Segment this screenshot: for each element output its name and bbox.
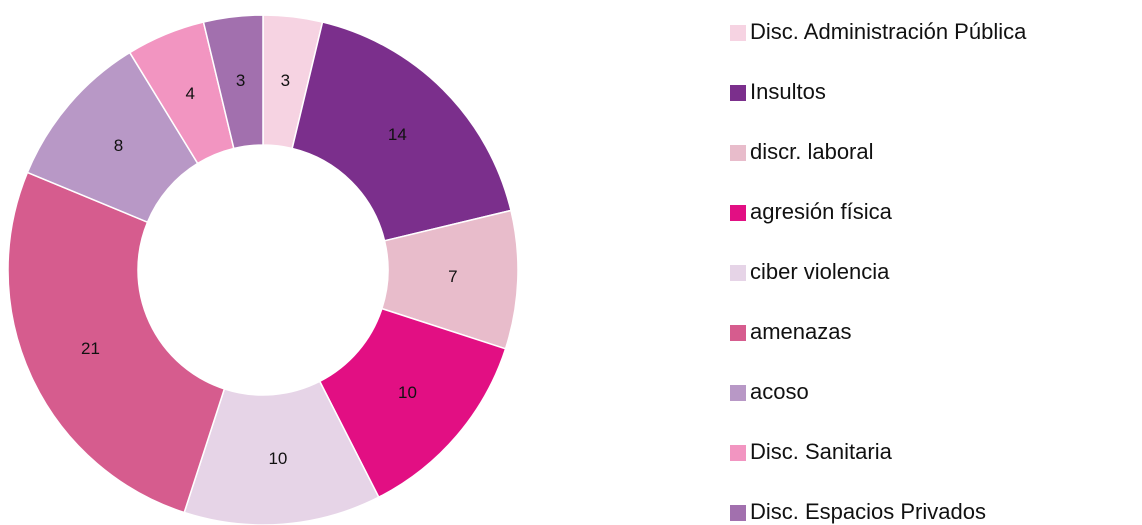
slice	[202, 14, 264, 150]
legend-swatch	[730, 385, 746, 401]
legend-swatch	[730, 145, 746, 161]
slice	[318, 307, 507, 499]
data-label: 14	[388, 125, 407, 144]
legend-label: agresión física	[750, 199, 893, 224]
data-label: 21	[81, 339, 100, 358]
data-label: 3	[281, 71, 290, 90]
slice	[7, 171, 226, 514]
data-label: 10	[268, 449, 287, 468]
legend-label: acoso	[750, 379, 809, 404]
legend-label: Disc. Sanitaria	[750, 439, 893, 464]
legend-swatch	[730, 445, 746, 461]
slice	[183, 380, 380, 525]
legend-label: Insultos	[750, 79, 826, 104]
legend-swatch	[730, 25, 746, 41]
legend-swatch	[730, 505, 746, 521]
data-label: 3	[236, 71, 245, 90]
legend-swatch	[730, 265, 746, 281]
legend-label: Disc. Administración Pública	[750, 19, 1027, 44]
data-label: 7	[448, 267, 457, 286]
legend-swatch	[730, 85, 746, 101]
legend-label: Disc. Espacios Privados	[750, 499, 986, 524]
legend-swatch	[730, 205, 746, 221]
legend-label: discr. laboral	[750, 139, 874, 164]
legend-swatch	[730, 325, 746, 341]
data-label: 4	[186, 84, 195, 103]
slice	[291, 21, 512, 242]
legend-label: ciber violencia	[750, 259, 890, 284]
data-label: 8	[114, 136, 123, 155]
legend-label: amenazas	[750, 319, 852, 344]
data-label: 10	[398, 383, 417, 402]
